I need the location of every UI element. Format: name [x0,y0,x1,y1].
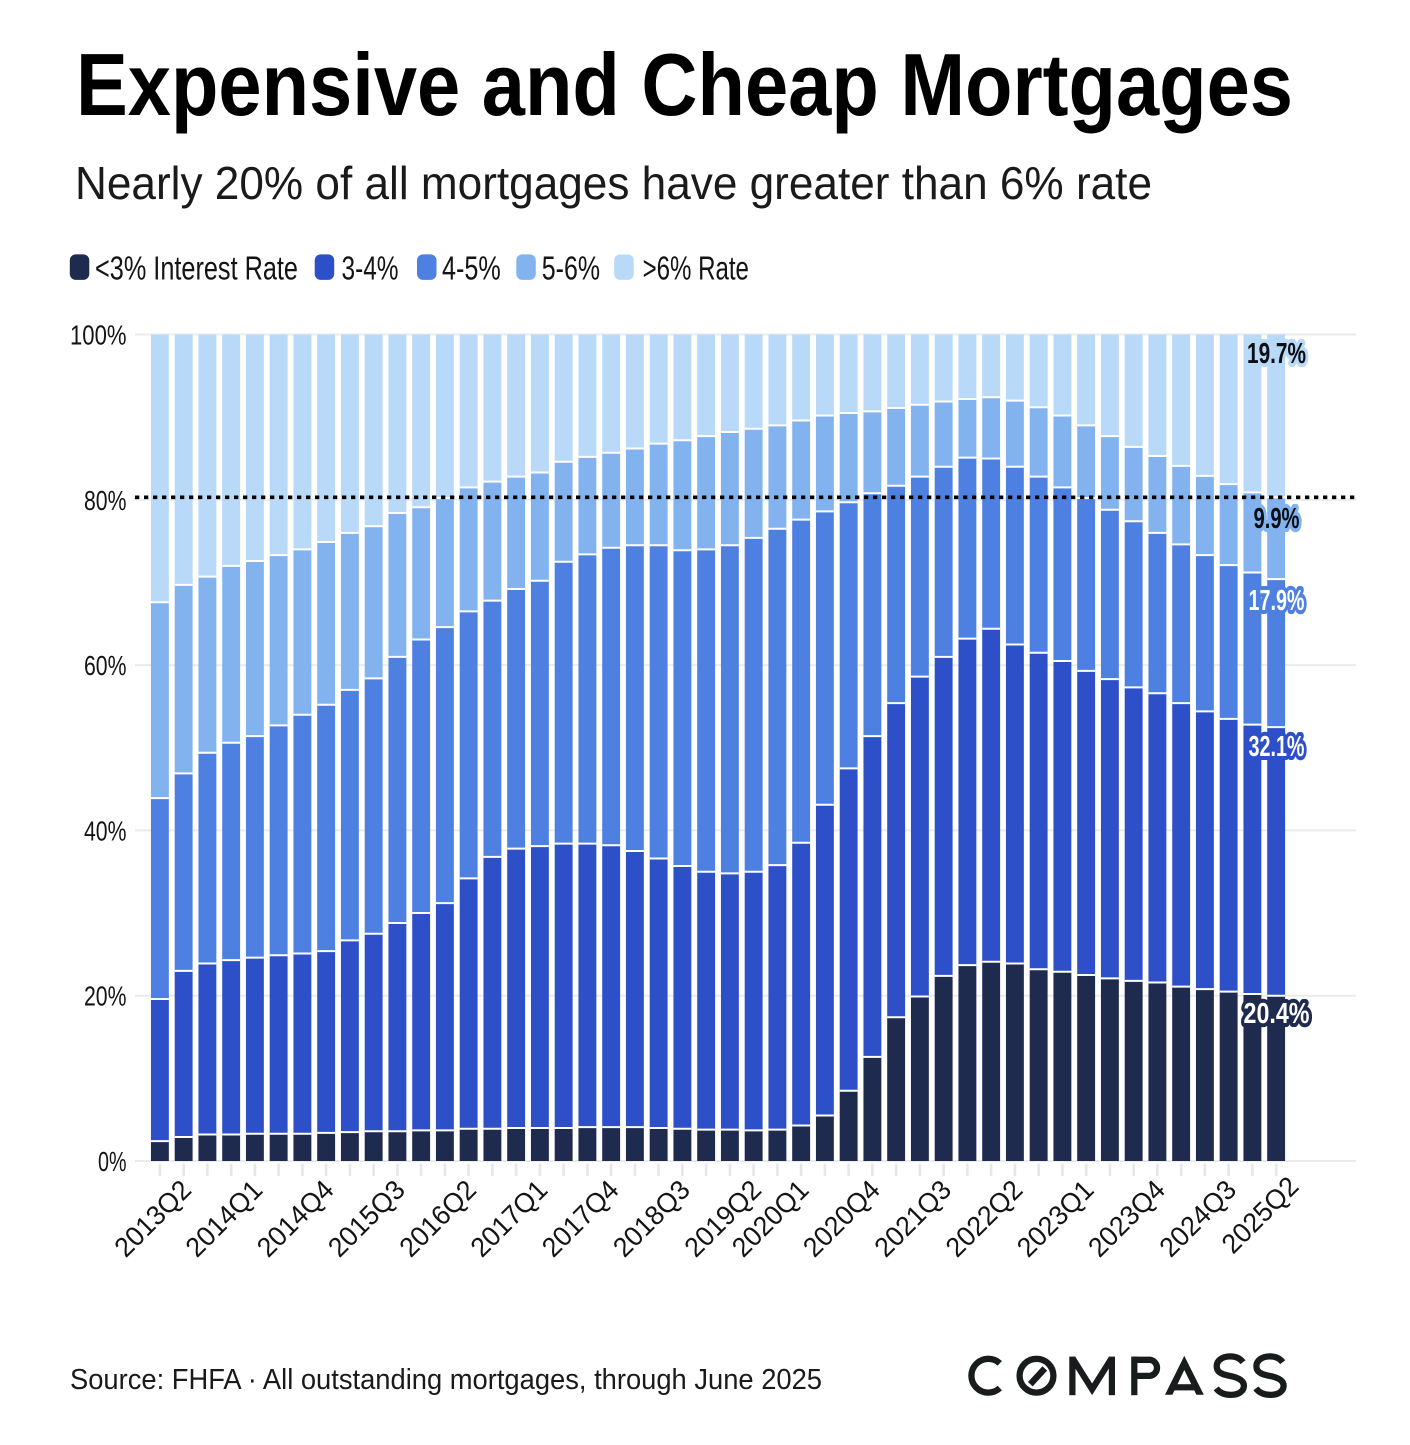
svg-text:20.4%: 20.4% [1244,998,1310,1030]
svg-text:3-4%: 3-4% [342,250,399,287]
svg-text:2013Q2: 2013Q2 [108,1174,197,1263]
svg-text:2018Q3: 2018Q3 [607,1174,696,1263]
svg-text:>6% Rate: >6% Rate [643,250,749,287]
svg-text:2020Q4: 2020Q4 [797,1174,886,1263]
svg-text:Nearly 20% of all mortgages ha: Nearly 20% of all mortgages have greater… [75,157,1152,209]
svg-text:Source: FHFA · All outstanding: Source: FHFA · All outstanding mortgages… [70,1364,822,1396]
svg-text:20%: 20% [84,981,127,1012]
svg-text:2014Q1: 2014Q1 [179,1174,268,1263]
svg-text:80%: 80% [84,485,127,516]
svg-text:2017Q4: 2017Q4 [536,1174,625,1263]
svg-text:2014Q4: 2014Q4 [251,1174,340,1263]
svg-text:2015Q3: 2015Q3 [322,1174,411,1263]
svg-text:0%: 0% [98,1146,127,1177]
svg-text:Expensive and Cheap Mortgages: Expensive and Cheap Mortgages [76,35,1293,134]
svg-text:2022Q2: 2022Q2 [939,1174,1028,1263]
svg-text:2021Q3: 2021Q3 [868,1174,957,1263]
svg-text:<3% Interest Rate: <3% Interest Rate [95,250,298,287]
svg-text:32.1%: 32.1% [1249,731,1305,763]
svg-text:5-6%: 5-6% [542,250,600,287]
svg-text:9.9%: 9.9% [1254,503,1300,535]
svg-text:4-5%: 4-5% [442,250,501,287]
svg-text:100%: 100% [70,320,127,351]
svg-text:2016Q2: 2016Q2 [393,1174,482,1263]
svg-text:2023Q4: 2023Q4 [1082,1174,1171,1263]
svg-text:19.7%: 19.7% [1247,338,1306,370]
svg-text:2017Q1: 2017Q1 [464,1174,553,1263]
svg-text:40%: 40% [84,815,127,846]
svg-text:17.9%: 17.9% [1249,585,1305,617]
svg-text:2023Q1: 2023Q1 [1011,1174,1100,1263]
svg-text:60%: 60% [84,650,127,681]
